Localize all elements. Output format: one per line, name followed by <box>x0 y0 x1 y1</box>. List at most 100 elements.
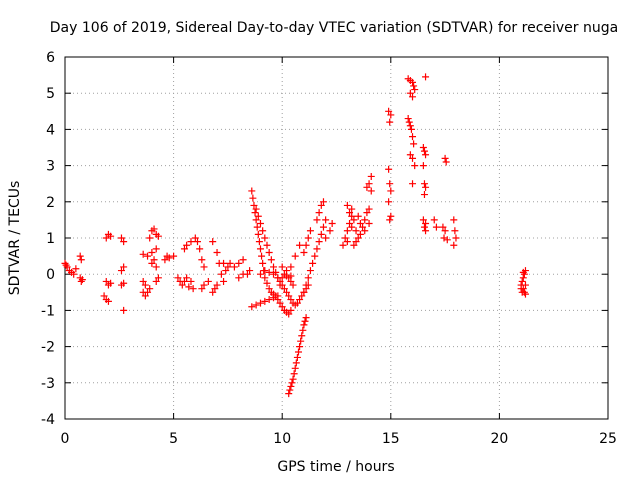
data-point <box>107 232 115 240</box>
data-point <box>520 270 528 278</box>
data-point <box>293 299 301 307</box>
data-point <box>420 223 428 231</box>
series-cluster-13 <box>339 172 375 249</box>
data-point <box>290 370 298 378</box>
y-tick-label: 3 <box>46 159 55 175</box>
data-point <box>278 263 286 271</box>
series-early-tracks <box>61 230 128 314</box>
data-point <box>296 296 304 304</box>
data-point <box>226 259 234 267</box>
data-point <box>261 234 269 242</box>
data-point <box>211 285 219 293</box>
data-point <box>363 183 371 191</box>
data-point <box>363 209 371 217</box>
data-point <box>152 245 160 253</box>
data-point <box>200 281 208 289</box>
data-point <box>292 359 300 367</box>
data-point <box>217 270 225 278</box>
data-point <box>422 220 430 228</box>
data-point <box>350 241 358 249</box>
data-point <box>200 263 208 271</box>
data-point <box>213 281 221 289</box>
data-point <box>253 223 261 231</box>
data-point <box>298 292 306 300</box>
data-point <box>102 234 110 242</box>
data-point <box>274 292 282 300</box>
data-point <box>100 292 108 300</box>
x-tick-labels: 0 5 10 15 20 25 <box>61 431 617 447</box>
x-tick-label: 0 <box>61 431 70 447</box>
data-point <box>150 256 158 264</box>
data-point <box>104 297 112 305</box>
data-point <box>288 379 296 387</box>
data-point <box>287 382 295 390</box>
data-point <box>343 201 351 209</box>
y-axis-label: SDTVAR / TECUs <box>7 181 23 296</box>
data-point <box>286 386 294 394</box>
data-point <box>419 162 427 170</box>
y-tick-label: -3 <box>41 376 55 392</box>
data-point <box>198 256 206 264</box>
data-point <box>256 270 264 278</box>
data-point <box>254 212 262 220</box>
series-descending-track <box>248 187 295 318</box>
data-point <box>354 212 362 220</box>
data-point <box>191 234 199 242</box>
data-point <box>261 274 269 282</box>
data-point <box>120 238 128 246</box>
data-points <box>61 73 529 398</box>
data-point <box>319 223 327 231</box>
data-point <box>189 285 197 293</box>
data-point <box>170 252 178 260</box>
data-point <box>518 288 526 296</box>
series-rising-track <box>287 198 336 296</box>
data-point <box>300 248 308 256</box>
y-tick-label: 0 <box>46 267 55 283</box>
data-point <box>519 268 527 276</box>
data-point <box>148 259 156 267</box>
data-point <box>289 375 297 383</box>
data-point <box>102 277 110 285</box>
data-point <box>348 223 356 231</box>
data-point <box>235 259 243 267</box>
data-point <box>346 220 354 228</box>
data-point <box>406 151 414 159</box>
data-point <box>265 248 273 256</box>
data-point <box>291 364 299 372</box>
data-point <box>430 216 438 224</box>
data-point <box>263 279 271 287</box>
data-point <box>187 277 195 285</box>
data-point <box>409 93 417 101</box>
data-point <box>287 296 295 304</box>
data-point <box>209 288 217 296</box>
data-point <box>270 270 278 278</box>
data-point <box>367 172 375 180</box>
data-point <box>224 263 232 271</box>
data-point <box>432 223 440 231</box>
data-point <box>306 267 314 275</box>
data-point <box>276 299 284 307</box>
data-point <box>306 227 314 235</box>
data-point <box>161 256 169 264</box>
data-point <box>309 259 317 267</box>
data-point <box>287 272 295 280</box>
data-point <box>141 292 149 300</box>
data-point <box>178 281 186 289</box>
data-point <box>117 267 125 275</box>
series-late-track <box>517 267 529 298</box>
data-point <box>256 299 264 307</box>
data-point <box>339 241 347 249</box>
data-point <box>248 187 256 195</box>
y-tick-label: 6 <box>46 50 55 66</box>
data-point <box>283 267 291 275</box>
data-point <box>154 232 162 240</box>
data-point <box>439 223 447 231</box>
data-point <box>302 314 310 322</box>
data-point <box>352 238 360 246</box>
data-point <box>299 326 307 334</box>
data-point <box>256 245 264 253</box>
data-point <box>259 227 267 235</box>
data-point <box>304 234 312 242</box>
data-point <box>148 248 156 256</box>
data-point <box>209 238 217 246</box>
